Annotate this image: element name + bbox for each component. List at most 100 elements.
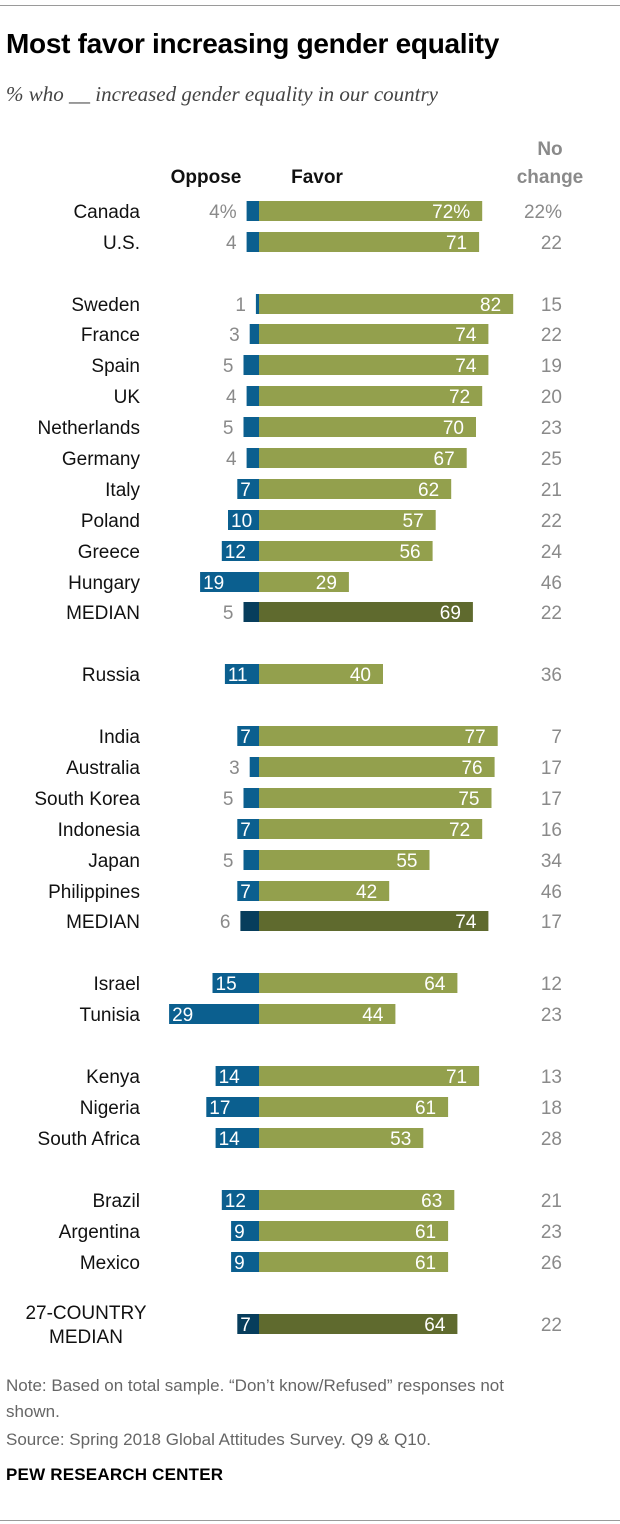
row-label: Sweden [71,295,140,316]
favor-bar [259,881,390,901]
no-change-value: 22 [541,603,562,624]
oppose-value: 14 [219,1067,241,1088]
chart-row: Argentina 9 61 23 [59,1221,562,1243]
chart-row: Japan 5 55 34 [88,850,562,872]
no-change-value: 46 [541,882,562,903]
chart-row: Indonesia 7 72 16 [58,819,562,841]
row-label: Kenya [86,1067,140,1088]
favor-value: 72% [432,202,470,223]
no-change-value: 15 [541,295,562,316]
oppose-value: 12 [225,1191,246,1212]
oppose-value: 7 [240,882,251,903]
favor-bar [259,1097,449,1117]
favor-value: 61 [415,1222,436,1243]
oppose-bar [200,572,259,592]
no-change-value: 7 [551,727,562,748]
oppose-value: 5 [223,418,234,439]
chart-row: South Korea 5 75 17 [34,788,562,810]
oppose-value: 11 [228,665,248,686]
favor-bar [259,541,433,561]
favor-value: 64 [424,1315,446,1336]
chart-row: France 3 74 22 [81,324,562,346]
oppose-bar [221,541,259,561]
favor-value: 62 [418,480,439,501]
oppose-value: 5 [223,789,234,810]
favor-bar [259,788,492,808]
chart-row: Canada 4% 72% 22% [73,201,562,223]
oppose-value: 5 [223,603,234,624]
oppose-value: 1 [235,295,246,316]
favor-value: 29 [316,573,337,594]
no-change-value: 22 [541,233,562,254]
favor-bar [259,201,483,221]
no-change-value: 16 [541,820,562,841]
oppose-value: 14 [219,1129,241,1150]
chart-row: Tunisia 29 44 23 [79,1004,562,1026]
favor-header: Favor [291,167,343,188]
row-label: Philippines [48,882,140,903]
favor-bar [259,355,489,375]
oppose-bar [237,479,259,499]
no-change-value: 23 [541,1005,562,1026]
oppose-value: 6 [220,912,231,933]
favor-bar [259,726,498,746]
footnote-line-1: Note: Based on total sample. “Don’t know… [6,1376,504,1395]
row-label: Canada [73,202,140,223]
oppose-value: 5 [223,851,234,872]
favor-value: 72 [449,820,470,841]
oppose-bar [169,1004,259,1024]
oppose-bar [255,294,259,314]
chart-row: Germany 4 67 25 [62,448,562,470]
row-label: Brazil [92,1191,140,1212]
oppose-bar [243,602,259,622]
no-change-value: 34 [541,851,563,872]
favor-value: 56 [399,542,420,563]
chart-row: Sweden 1 82 15 [71,294,562,316]
favor-bar [259,324,489,344]
favor-value: 70 [443,418,464,439]
chart-row: Israel 15 64 12 [94,973,562,995]
chart-row: Spain 5 74 19 [91,355,562,377]
favor-bar [259,386,483,406]
favor-value: 74 [455,356,477,377]
oppose-value: 10 [231,511,252,532]
oppose-bar [231,1221,259,1241]
no-change-value: 20 [541,387,562,408]
favor-bar [259,911,489,931]
oppose-value: 7 [240,820,251,841]
no-change-value: 17 [541,912,562,933]
no-change-value: 21 [541,1191,562,1212]
no-change-value: 17 [541,758,562,779]
favor-bar [259,973,458,993]
favor-value: 74 [455,325,477,346]
oppose-bar [246,386,259,406]
oppose-bar [249,757,259,777]
oppose-bar [243,417,259,437]
row-label: U.S. [103,233,140,254]
row-label-line2: MEDIAN [49,1327,123,1348]
favor-bar [259,602,473,622]
oppose-value: 19 [203,573,224,594]
no-change-value: 24 [541,542,563,563]
favor-bar [259,1128,424,1148]
oppose-value: 15 [216,974,237,995]
no-change-value: 25 [541,449,562,470]
oppose-bar [212,973,259,993]
chart-row: Brazil 12 63 21 [92,1190,562,1212]
favor-bar [259,1221,449,1241]
no-change-value: 26 [541,1253,562,1274]
oppose-value: 7 [240,480,251,501]
chart-row: Greece 12 56 24 [78,541,563,563]
favor-bar [259,448,467,468]
chart-row: Kenya 14 71 13 [86,1066,562,1088]
no-change-value: 13 [541,1067,562,1088]
favor-bar [259,1004,396,1024]
favor-bar [259,757,495,777]
row-label: Tunisia [79,1005,140,1026]
no-change-value: 23 [541,1222,562,1243]
favor-value: 42 [356,882,377,903]
row-label: MEDIAN [66,912,140,933]
chart-row: South Africa 14 53 28 [38,1128,562,1150]
no-change-header-line2: change [517,167,584,188]
